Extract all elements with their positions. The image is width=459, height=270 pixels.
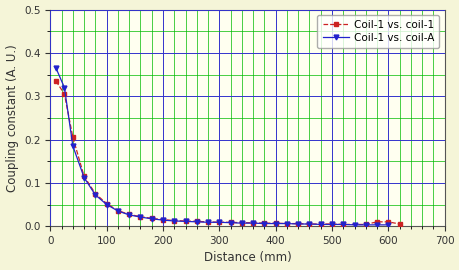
Line: Coil-1 vs. coil-A: Coil-1 vs. coil-A <box>53 66 390 227</box>
Coil-1 vs. coil-A <box>329 223 334 226</box>
Coil-1 vs. coil-A <box>340 223 345 226</box>
Coil-1 vs. coil-A <box>261 222 267 225</box>
Coil-1 vs. coil-A <box>137 215 143 219</box>
Coil-1 vs. coil-A <box>104 203 109 206</box>
Coil-1 vs. coil-1 <box>396 222 402 226</box>
Coil-1 vs. coil-1 <box>171 219 177 222</box>
Coil-1 vs. coil-1 <box>53 79 59 83</box>
Coil-1 vs. coil-1 <box>62 92 67 96</box>
Line: Coil-1 vs. coil-1: Coil-1 vs. coil-1 <box>53 79 401 227</box>
Coil-1 vs. coil-A <box>115 209 120 212</box>
Coil-1 vs. coil-1 <box>295 222 300 225</box>
Coil-1 vs. coil-1 <box>104 202 109 205</box>
Coil-1 vs. coil-1 <box>216 221 222 224</box>
Coil-1 vs. coil-A <box>272 222 278 225</box>
Coil-1 vs. coil-1 <box>340 223 345 226</box>
Coil-1 vs. coil-1 <box>160 218 165 221</box>
Coil-1 vs. coil-1 <box>284 222 289 225</box>
Coil-1 vs. coil-1 <box>149 217 154 220</box>
Coil-1 vs. coil-A <box>149 217 154 220</box>
Coil-1 vs. coil-1 <box>81 175 87 178</box>
Coil-1 vs. coil-1 <box>205 220 210 224</box>
Coil-1 vs. coil-A <box>351 223 357 227</box>
Coil-1 vs. coil-A <box>227 221 233 224</box>
Coil-1 vs. coil-1 <box>126 213 132 216</box>
Coil-1 vs. coil-1 <box>329 222 334 226</box>
Coil-1 vs. coil-1 <box>137 215 143 218</box>
Coil-1 vs. coil-1 <box>92 192 98 195</box>
Coil-1 vs. coil-1 <box>70 136 75 139</box>
Coil-1 vs. coil-A <box>295 222 300 226</box>
Coil-1 vs. coil-1 <box>115 209 120 212</box>
X-axis label: Distance (mm): Distance (mm) <box>203 251 291 264</box>
Coil-1 vs. coil-A <box>385 223 390 227</box>
Coil-1 vs. coil-A <box>306 222 312 226</box>
Coil-1 vs. coil-A <box>171 219 177 222</box>
Coil-1 vs. coil-A <box>194 220 199 224</box>
Coil-1 vs. coil-1 <box>194 220 199 223</box>
Coil-1 vs. coil-1 <box>182 219 188 222</box>
Coil-1 vs. coil-1 <box>385 220 390 224</box>
Coil-1 vs. coil-1 <box>227 221 233 224</box>
Coil-1 vs. coil-A <box>182 220 188 223</box>
Coil-1 vs. coil-A <box>250 221 255 225</box>
Coil-1 vs. coil-A <box>160 218 165 222</box>
Coil-1 vs. coil-A <box>92 193 98 197</box>
Coil-1 vs. coil-1 <box>239 221 244 224</box>
Coil-1 vs. coil-1 <box>261 221 267 225</box>
Coil-1 vs. coil-A <box>62 86 67 89</box>
Coil-1 vs. coil-A <box>284 222 289 225</box>
Coil-1 vs. coil-1 <box>250 221 255 224</box>
Coil-1 vs. coil-A <box>362 223 368 227</box>
Coil-1 vs. coil-1 <box>317 222 323 226</box>
Coil-1 vs. coil-1 <box>374 220 379 224</box>
Coil-1 vs. coil-1 <box>362 223 368 226</box>
Coil-1 vs. coil-1 <box>272 221 278 225</box>
Coil-1 vs. coil-1 <box>306 222 312 226</box>
Coil-1 vs. coil-A <box>70 144 75 148</box>
Coil-1 vs. coil-A <box>81 176 87 179</box>
Coil-1 vs. coil-A <box>216 221 222 224</box>
Coil-1 vs. coil-A <box>239 221 244 225</box>
Coil-1 vs. coil-A <box>317 223 323 226</box>
Coil-1 vs. coil-A <box>205 221 210 224</box>
Coil-1 vs. coil-A <box>126 213 132 217</box>
Legend: Coil-1 vs. coil-1, Coil-1 vs. coil-A: Coil-1 vs. coil-1, Coil-1 vs. coil-A <box>317 15 438 48</box>
Coil-1 vs. coil-A <box>374 223 379 227</box>
Y-axis label: Coupling constant (A. U.): Coupling constant (A. U.) <box>6 44 18 192</box>
Coil-1 vs. coil-A <box>53 66 59 70</box>
